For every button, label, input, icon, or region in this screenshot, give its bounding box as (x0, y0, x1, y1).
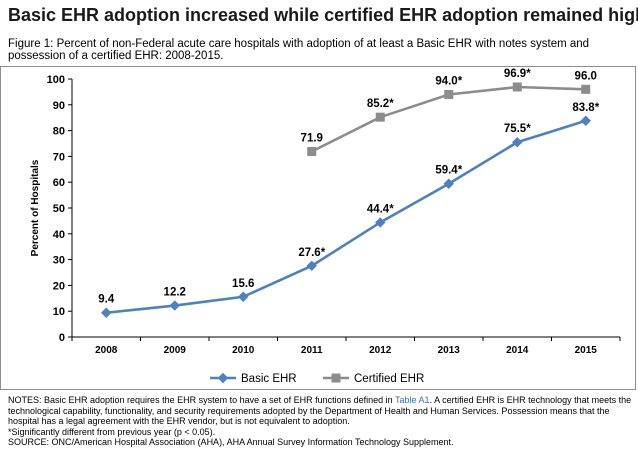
y-axis-label: Percent of Hospitals (30, 159, 41, 256)
data-label: 94.0* (435, 75, 462, 87)
legend-label: Basic EHR (241, 373, 297, 385)
legend-label: Certified EHR (354, 373, 424, 385)
y-tick-label: 90 (53, 100, 65, 112)
data-point (512, 82, 522, 92)
data-label: 59.4* (435, 165, 462, 177)
y-tick-label: 50 (53, 203, 65, 215)
data-label: 96.0 (575, 70, 597, 82)
data-label: 9.4 (98, 294, 115, 306)
legend-marker (331, 373, 341, 383)
table-a1-link[interactable]: Table A1 (395, 395, 430, 405)
data-point (307, 146, 317, 156)
data-label: 96.9* (504, 68, 531, 80)
data-label: 12.2 (164, 287, 186, 299)
x-tick-label: 2011 (301, 345, 323, 356)
y-tick-label: 70 (53, 151, 65, 163)
data-label: 44.4* (367, 203, 394, 215)
source-note: SOURCE: ONC/American Hospital Associatio… (8, 437, 454, 448)
data-label: 27.6* (298, 247, 325, 259)
significance-note: *Significantly different from previous y… (8, 426, 216, 437)
data-point (101, 307, 112, 318)
line-chart: 0 10 20 30 40 50 60 70 80 90 100 2008 2009 2010 2011 20… (30, 68, 621, 385)
data-point (375, 112, 385, 122)
data-point (375, 217, 386, 228)
legend-marker (217, 372, 229, 384)
x-tick-label: 2009 (164, 345, 187, 356)
x-tick-label: 2014 (506, 345, 529, 356)
data-point (580, 115, 591, 127)
data-label: 83.8* (572, 102, 599, 114)
data-point (238, 291, 249, 302)
y-tick-label: 10 (53, 306, 65, 318)
data-label: 15.6 (232, 278, 254, 290)
data-label: 85.2* (367, 98, 394, 110)
y-tick-label: 20 (53, 280, 65, 292)
data-point (581, 84, 591, 94)
y-tick-label: 0 (59, 332, 65, 344)
data-label: 71.9 (301, 132, 323, 144)
x-tick-label: 2010 (232, 345, 255, 356)
data-label: 75.5* (504, 123, 531, 135)
x-tick-label: 2015 (575, 345, 598, 356)
data-point (444, 89, 454, 99)
figure-caption: Figure 1: Percent of non-Federal acute c… (8, 38, 590, 62)
y-tick-label: 80 (53, 126, 65, 138)
y-tick-label: 30 (53, 255, 65, 267)
x-tick-label: 2008 (95, 345, 118, 356)
notes-section: NOTES: Basic EHR adoption requires the E… (8, 395, 632, 448)
y-tick-label: 100 (47, 74, 65, 86)
y-tick-label: 60 (53, 177, 65, 189)
x-tick-label: 2012 (369, 345, 392, 356)
data-point (306, 260, 317, 271)
page-title: Basic EHR adoption increased while certi… (8, 5, 638, 25)
chart-frame (0, 66, 636, 390)
y-tick-label: 40 (53, 229, 65, 241)
data-point (169, 300, 180, 311)
data-point (443, 178, 454, 189)
series-line-basic-ehr (106, 119, 587, 315)
x-tick-label: 2013 (438, 345, 461, 356)
data-point (512, 137, 523, 148)
notes-definition: NOTES: Basic EHR adoption requires the E… (8, 395, 632, 427)
